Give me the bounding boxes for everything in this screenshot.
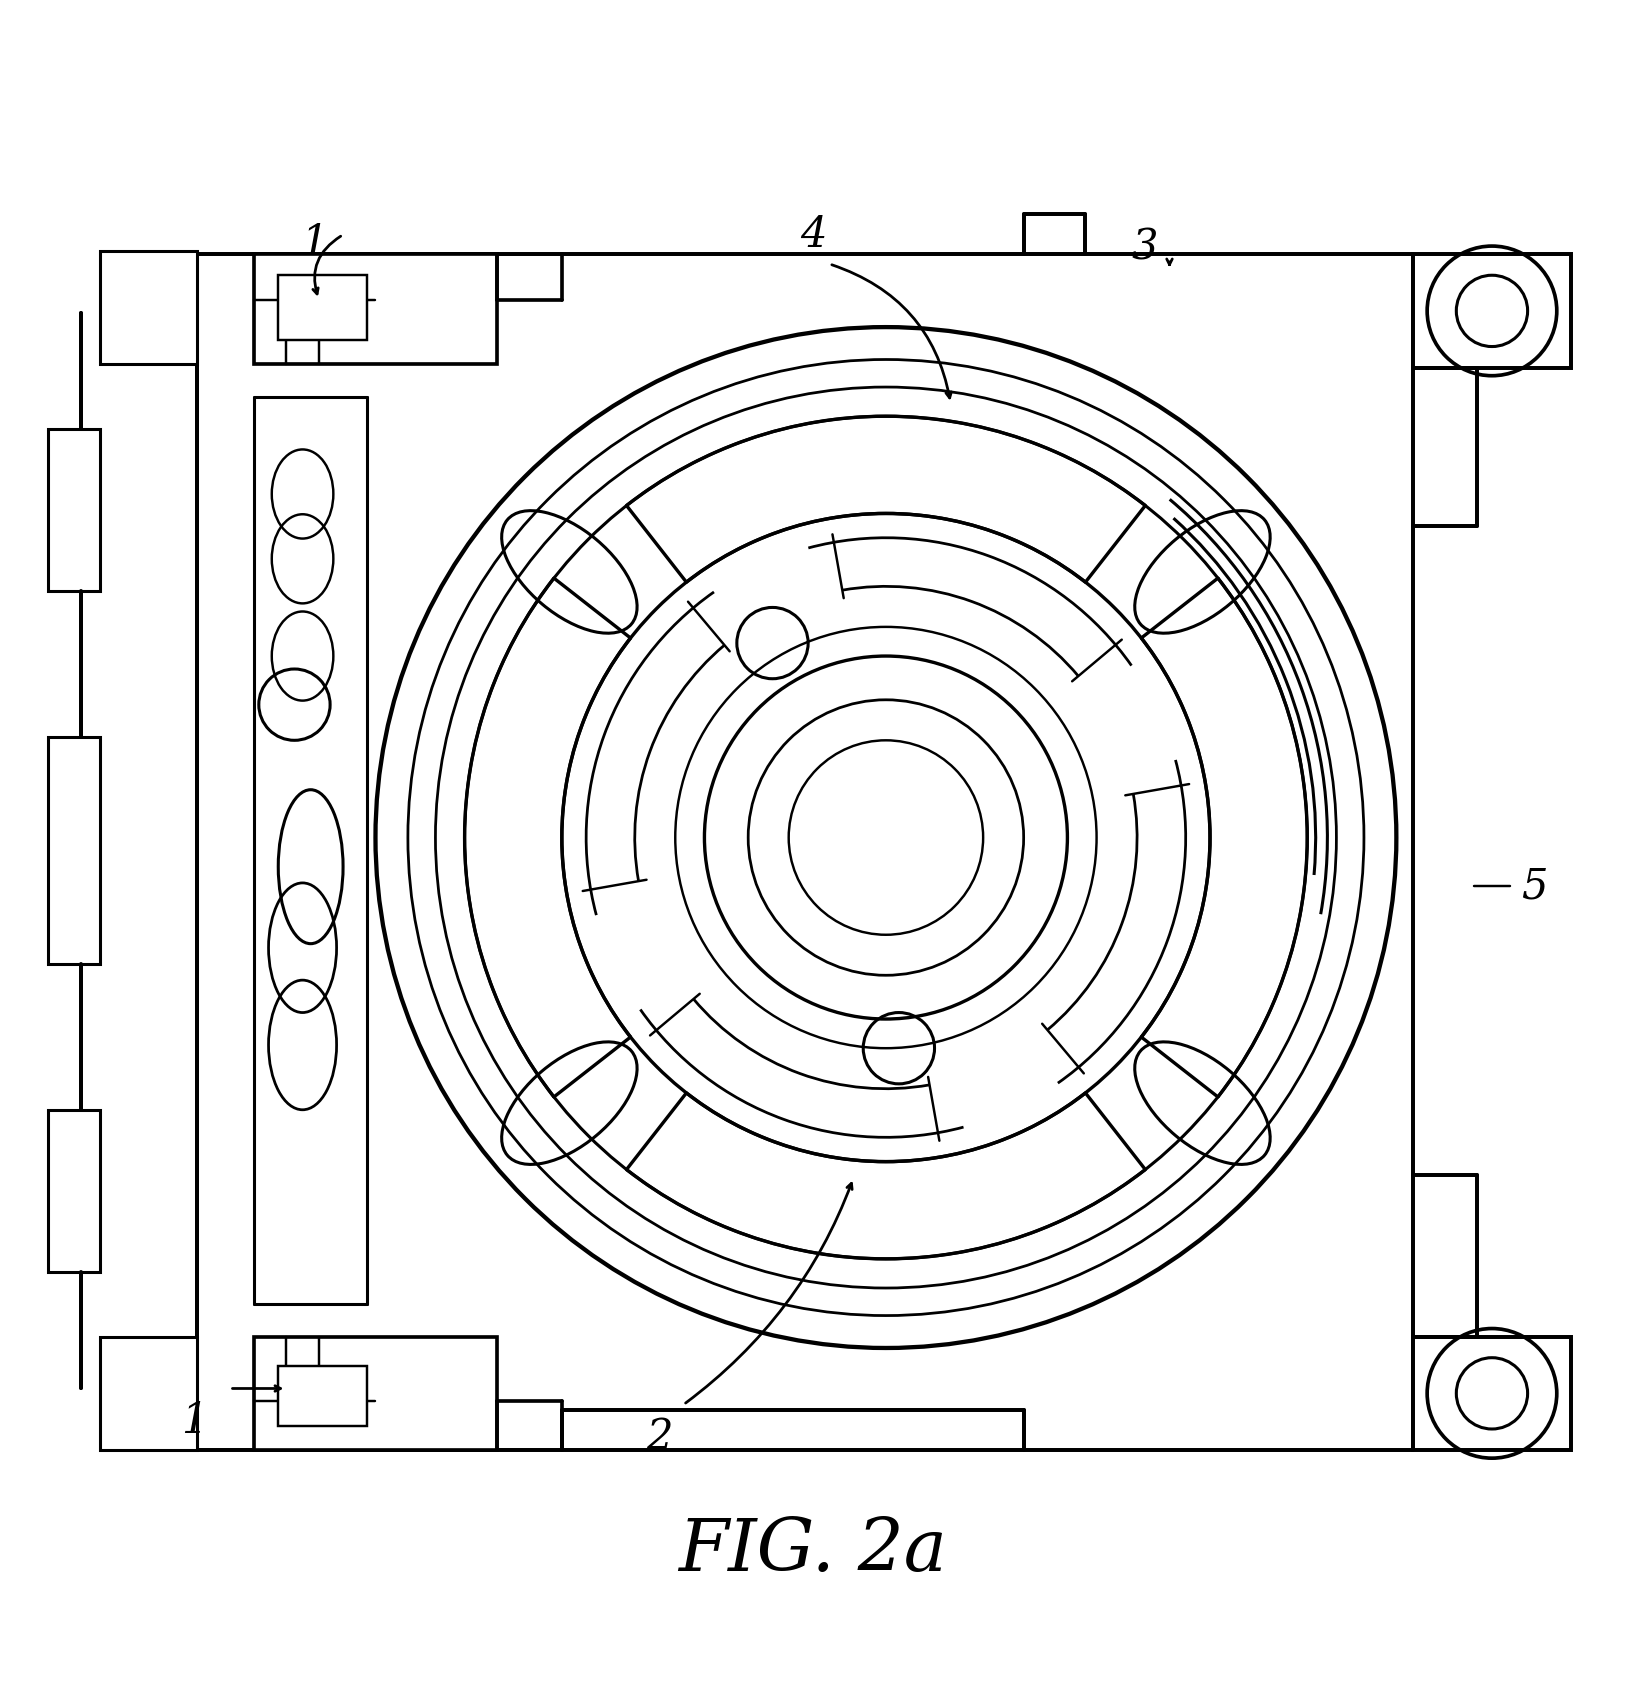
Text: 4: 4 (800, 214, 826, 255)
Polygon shape (278, 276, 367, 340)
Text: 1: 1 (301, 221, 327, 264)
Polygon shape (1413, 1337, 1571, 1449)
Text: 5: 5 (1520, 866, 1548, 907)
Text: 1: 1 (180, 1400, 207, 1442)
Polygon shape (49, 1109, 101, 1272)
Text: 3: 3 (1132, 226, 1158, 269)
Polygon shape (49, 429, 101, 592)
Text: 2: 2 (646, 1417, 672, 1458)
Polygon shape (49, 737, 101, 964)
Polygon shape (254, 253, 498, 364)
Polygon shape (1413, 253, 1571, 367)
Polygon shape (101, 1337, 197, 1449)
Polygon shape (278, 1366, 367, 1425)
Polygon shape (254, 1337, 498, 1449)
Polygon shape (101, 252, 197, 364)
Text: FIG. 2a: FIG. 2a (678, 1516, 948, 1585)
